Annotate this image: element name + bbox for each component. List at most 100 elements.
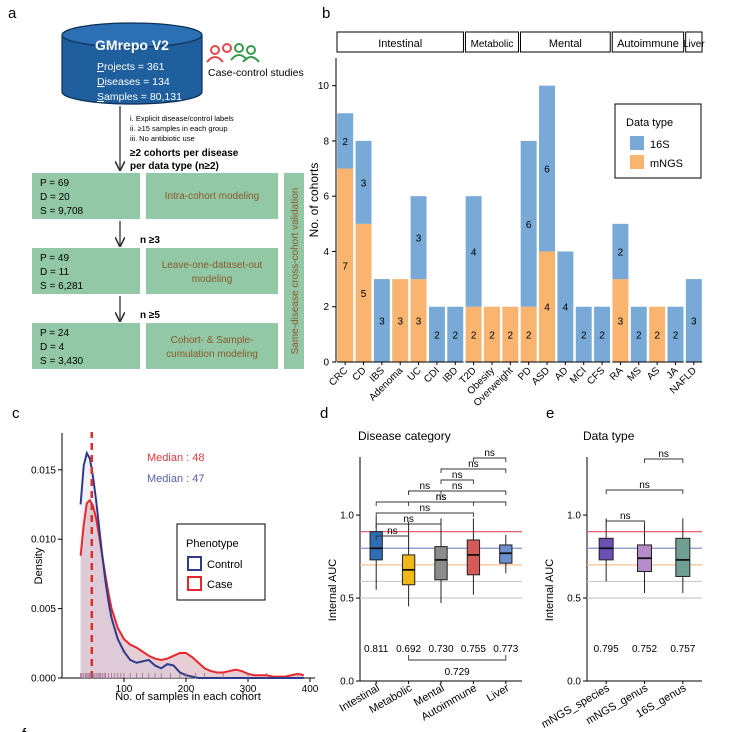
d-x-tick-label: Liver (485, 682, 512, 704)
e-y-tick-label: 0.5 (567, 594, 581, 605)
step-2-method-box (146, 248, 278, 294)
panel-label-b: b (322, 5, 330, 22)
c-y-tick-label: 0.015 (31, 465, 56, 476)
b-bar-label: 2 (526, 330, 532, 341)
d-significance-label: ns (420, 481, 431, 492)
b-strip-autoimmune (611, 31, 685, 53)
d-y-tick-label: 0.0 (340, 677, 354, 688)
e-y-tick-label: 0.0 (567, 677, 581, 688)
b-x-tick-label: ASD (530, 365, 552, 387)
b-bar-label: 2 (452, 330, 458, 341)
b-bar-mngs-adenoma (392, 279, 409, 362)
b-y-tick-label: 8 (323, 136, 329, 147)
e-y-tick-label: 1.0 (567, 511, 581, 522)
criterion-1: i. Explicit disease/control labels (130, 114, 234, 123)
b-strip-label: Liver (683, 39, 705, 50)
c-control-curve (79, 450, 304, 679)
panel-label-a: a (8, 5, 17, 22)
b-bar-label: 3 (379, 317, 385, 328)
database-cylinder-icon (61, 22, 203, 105)
c-case-fill (80, 500, 304, 678)
d-mean-label: 0.811 (364, 644, 389, 655)
b-bar-label: 7 (342, 261, 348, 272)
d-significance-label: ns (420, 503, 431, 514)
c-median-case-label: Median : 48 (147, 452, 204, 464)
b-bar-label: 2 (673, 330, 679, 341)
panel-b-bar-chart: b No. of cohorts Intestinal Metabolic Ment… (307, 5, 705, 409)
d-significance-bracket (375, 523, 442, 528)
b-bar-label: 5 (361, 289, 367, 300)
b-x-tick-label: CD (351, 365, 369, 383)
step-2-method-line-2: modeling (192, 274, 233, 285)
cohort-rule-line-1: ≥2 cohorts per disease (130, 148, 239, 159)
threshold-n3: n ≥3 (140, 235, 160, 246)
b-bar-label: 2 (434, 330, 440, 341)
criterion-3: iii. No antibiotic use (130, 134, 195, 143)
step-1-method: Intra-cohort modeling (165, 191, 260, 202)
d-mean-label: 0.773 (493, 644, 518, 655)
b-y-tick-label: 10 (318, 81, 330, 92)
b-legend-title: Data type (626, 117, 673, 129)
d-significance-bracket (440, 468, 507, 473)
step-2-s: S = 6,281 (40, 281, 84, 292)
b-x-tick-label: RA (608, 365, 626, 383)
b-bar-label: 3 (397, 317, 403, 328)
d-significance-label: ns (403, 514, 414, 525)
b-bar-mngs-pd (520, 306, 537, 362)
e-ylabel: Internal AUC (544, 559, 556, 621)
b-bar-16s-cdi (428, 306, 445, 362)
d-significance-label: ns (436, 492, 447, 503)
b-bar-16s-t2d (465, 196, 482, 307)
panel-e-box-chart: e Data type Internal AUC 0.00.51.00.795m… (539, 405, 702, 731)
b-x-tick-label: CDI (422, 365, 442, 385)
d-significance-label: ns (452, 470, 463, 481)
b-x-tick-label: IBD (441, 365, 461, 385)
b-bar-label: 3 (361, 178, 367, 189)
d-y-tick-label: 0.5 (340, 594, 354, 605)
b-strip-label: Metabolic (471, 39, 514, 50)
step-2-method-line-1: Leave-one-dataset-out (162, 260, 263, 271)
d-significance-label: ns (387, 526, 398, 537)
c-xlabel: No. of samples in each cohort (115, 691, 261, 703)
b-bar-label: 2 (342, 137, 348, 148)
step-2-stats-box (32, 248, 140, 294)
b-bar-mngs-cd (355, 223, 372, 362)
b-x-tick-label: MS (626, 365, 645, 384)
b-bar-16s-ibd (447, 306, 464, 362)
c-legend-swatch-case (187, 576, 202, 591)
c-x-tick-label: 300 (240, 684, 257, 695)
b-bar-label: 6 (526, 220, 532, 231)
d-overall-label: 0.729 (445, 667, 470, 678)
e-significance-label: ns (658, 449, 669, 460)
c-ylabel: Density (33, 547, 45, 584)
d-box-intestinal (369, 531, 383, 561)
c-x-tick-label: 100 (116, 684, 133, 695)
panel-c-density-chart: c Density No. of samples in each cohort … (12, 405, 319, 703)
b-bar-label: 2 (636, 330, 642, 341)
db-line-samples: Samples = 80,131 (97, 91, 182, 103)
b-bar-label: 2 (599, 330, 605, 341)
e-significance-bracket (605, 489, 684, 494)
step-3-p: P = 24 (40, 328, 69, 339)
step-3-method-line-2: cumulation modeling (166, 349, 258, 360)
step-3-method-line-1: Cohort- & Sample- (171, 335, 254, 346)
b-bar-label: 3 (691, 317, 697, 328)
c-legend: Phenotype Control Case (176, 523, 266, 601)
c-x-tick-label: 400 (302, 684, 319, 695)
b-bar-mngs-as (649, 306, 666, 362)
c-median-control-label: Median : 47 (147, 473, 204, 485)
b-bar-mngs-obesity (484, 306, 500, 362)
b-bar-label: 3 (618, 317, 624, 328)
step-1-method-box (146, 173, 278, 219)
b-bar-mngs-crc (337, 168, 354, 362)
b-bar-label: 3 (416, 234, 422, 245)
b-x-tick-label: CRC (327, 365, 350, 388)
b-x-tick-label: AS (645, 365, 662, 382)
d-box-mental (434, 546, 448, 581)
d-title: Disease category (358, 429, 451, 443)
step-3-d: D = 4 (40, 342, 65, 353)
step-3-stats-box (32, 323, 140, 369)
b-bar-mngs-ra (612, 279, 629, 362)
b-strip-mental (520, 31, 611, 53)
